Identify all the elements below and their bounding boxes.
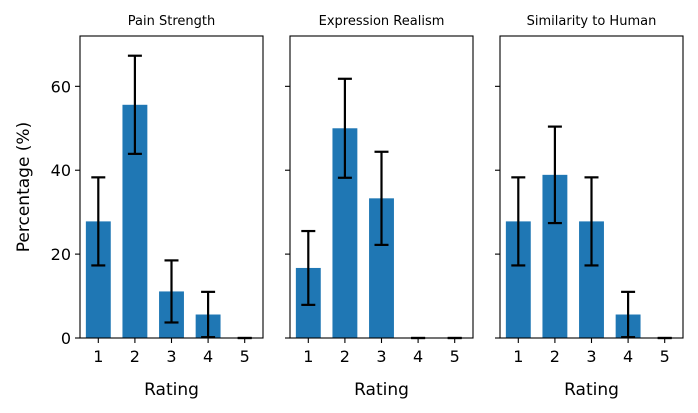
- x-tick-label: 5: [660, 347, 670, 366]
- x-tick-label: 3: [166, 347, 176, 366]
- x-tick-label: 2: [340, 347, 350, 366]
- x-tick-label: 2: [130, 347, 140, 366]
- x-axis-label: Rating: [564, 380, 619, 400]
- y-tick-label: 20: [51, 245, 71, 264]
- panel-title: Expression Realism: [319, 14, 445, 29]
- x-tick-label: 2: [550, 347, 560, 366]
- x-tick-label: 1: [513, 347, 523, 366]
- x-tick-label: 1: [93, 347, 103, 366]
- x-tick-label: 3: [586, 347, 596, 366]
- y-axis-label: Percentage (%): [14, 122, 34, 252]
- x-tick-label: 5: [450, 347, 460, 366]
- x-tick-label: 1: [303, 347, 313, 366]
- panel-title: Similarity to Human: [527, 14, 657, 29]
- x-axis-label: Rating: [354, 380, 409, 400]
- panel-title: Pain Strength: [128, 14, 215, 29]
- x-tick-label: 4: [413, 347, 423, 366]
- x-tick-label: 4: [623, 347, 633, 366]
- x-tick-label: 5: [240, 347, 250, 366]
- y-tick-label: 0: [61, 329, 71, 348]
- y-tick-label: 60: [51, 77, 71, 96]
- y-tick-label: 40: [51, 161, 71, 180]
- x-tick-label: 4: [203, 347, 213, 366]
- x-axis-label: Rating: [144, 380, 199, 400]
- x-tick-label: 3: [376, 347, 386, 366]
